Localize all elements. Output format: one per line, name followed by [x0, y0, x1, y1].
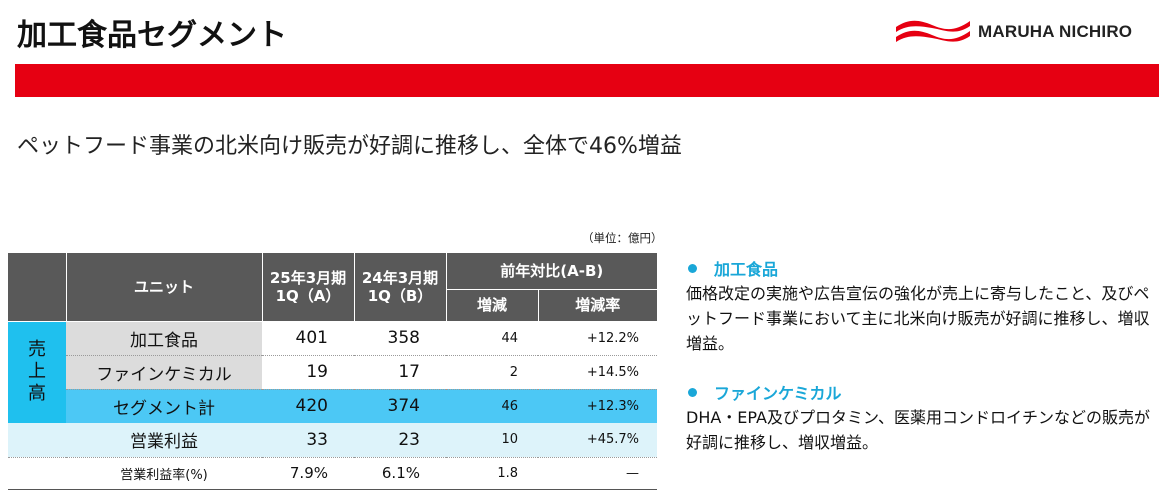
- headline: ペットフード事業の北米向け販売が好調に推移し、全体で46%増益: [17, 134, 682, 159]
- table-row: ファインケミカル 19 17 2 +14.5%: [8, 355, 658, 390]
- value-diff: 46: [446, 389, 538, 423]
- bullet-icon: [688, 387, 697, 397]
- corner-cell: [8, 253, 67, 322]
- value-diff: 1.8: [446, 457, 538, 490]
- unit-header: ユニット: [66, 253, 263, 322]
- value-a: 7.9%: [262, 457, 354, 490]
- title-banner-bar: [15, 64, 1159, 97]
- empty-cell: [8, 457, 66, 490]
- value-rate: +14.5%: [538, 355, 658, 390]
- row-label: 営業利益率(%): [66, 457, 262, 490]
- row-label: 営業利益: [66, 423, 262, 458]
- value-rate: +12.2%: [538, 321, 658, 356]
- company-logo: MARUHA NICHIRO: [894, 16, 1132, 48]
- value-a: 420: [262, 389, 354, 423]
- logo-text: MARUHA NICHIRO: [978, 22, 1133, 41]
- value-b: 17: [354, 355, 446, 390]
- note-heading: ファインケミカル: [714, 384, 842, 403]
- table-row: 売 上 高 加工食品 401 358 44 +12.2%: [8, 321, 658, 423]
- bullet-icon: [688, 263, 697, 273]
- segment-table: ユニット 25年3月期 1Q（A） 24年3月期 1Q（B） 前年対比(A-B)…: [8, 253, 658, 490]
- notes-panel: 加工食品 価格改定の実施や広告宣伝の強化が売上に寄与したこと、及びペットフード事…: [686, 256, 1156, 455]
- row-label: ファインケミカル: [66, 355, 262, 390]
- value-rate: +45.7%: [538, 423, 658, 458]
- note-processed-food: 加工食品 価格改定の実施や広告宣伝の強化が売上に寄与したこと、及びペットフード事…: [686, 256, 1156, 356]
- value-rate: —: [538, 457, 658, 490]
- row-label: セグメント計: [66, 389, 262, 423]
- rate-header: 増減率: [538, 289, 658, 322]
- col-a-header: 25年3月期 1Q（A）: [262, 253, 355, 322]
- value-a: 401: [262, 321, 354, 356]
- value-rate: +12.3%: [538, 389, 658, 423]
- diff-header: 増減: [446, 289, 539, 322]
- empty-cell: [8, 423, 66, 458]
- row-label: 加工食品: [66, 321, 262, 356]
- value-diff: 44: [446, 321, 538, 356]
- value-b: 358: [354, 321, 446, 356]
- note-fine-chemical: ファインケミカル DHA・EPA及びプロタミン、医薬用コンドロイチンなどの販売が…: [686, 380, 1156, 455]
- unit-note: （単位：億円）: [582, 231, 663, 245]
- value-b: 6.1%: [354, 457, 446, 490]
- wave-logo-icon: [896, 20, 970, 42]
- table-row: 営業利益 33 23 10 +45.7%: [8, 423, 658, 458]
- col-b-header: 24年3月期 1Q（B）: [354, 253, 447, 322]
- page-title: 加工食品セグメント: [17, 18, 287, 53]
- table-row: 営業利益率(%) 7.9% 6.1% 1.8 —: [8, 457, 658, 490]
- sales-side-label: 売 上 高: [8, 321, 66, 423]
- note-body: 価格改定の実施や広告宣伝の強化が売上に寄与したこと、及びペットフード事業において…: [686, 284, 1150, 353]
- table-row: セグメント計 420 374 46 +12.3%: [8, 389, 658, 423]
- value-diff: 2: [446, 355, 538, 390]
- value-b: 23: [354, 423, 446, 458]
- value-a: 33: [262, 423, 354, 458]
- yoy-header: 前年対比(A-B): [446, 253, 658, 290]
- note-body: DHA・EPA及びプロタミン、医薬用コンドロイチンなどの販売が好調に推移し、増収…: [686, 408, 1151, 452]
- note-heading: 加工食品: [714, 260, 779, 279]
- value-b: 374: [354, 389, 446, 423]
- value-diff: 10: [446, 423, 538, 458]
- value-a: 19: [262, 355, 354, 390]
